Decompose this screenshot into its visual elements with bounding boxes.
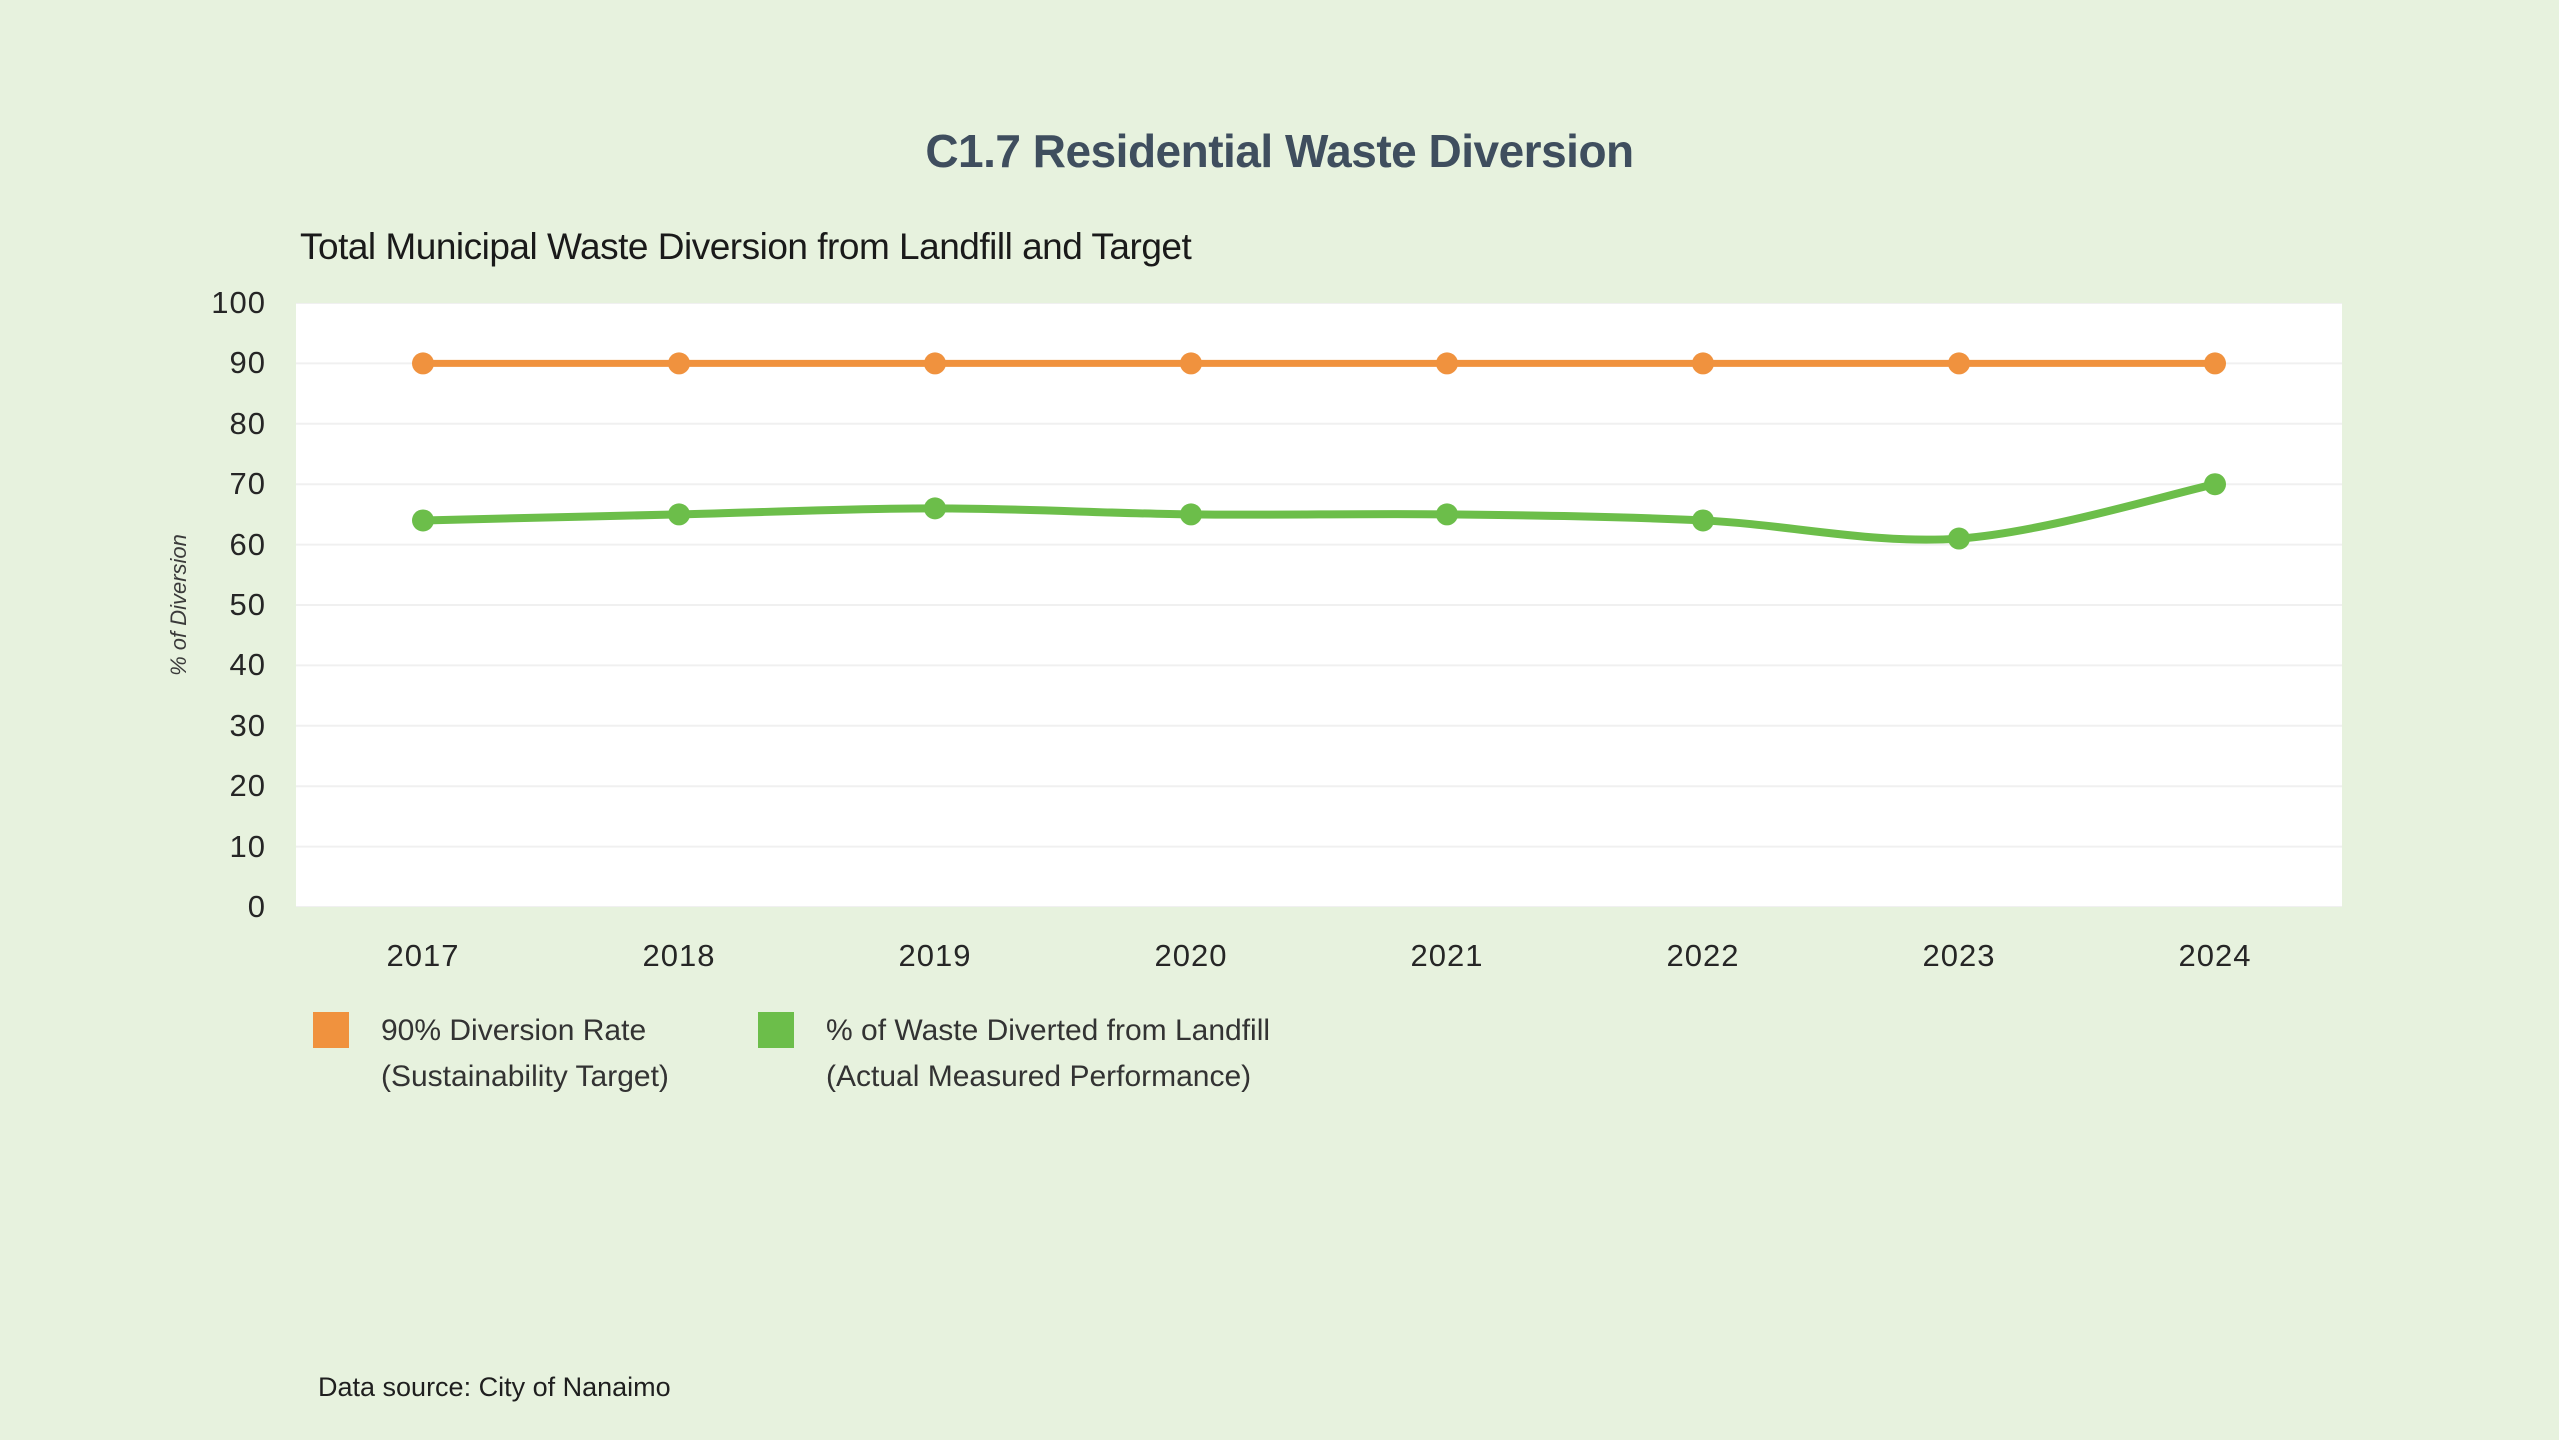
x-tick-label-2024: 2024 xyxy=(2178,938,2252,973)
data-point-target-2019[interactable] xyxy=(924,352,946,375)
y-tick-label-70: 70 xyxy=(229,466,266,502)
x-tick-label-2019: 2019 xyxy=(898,938,972,973)
legend-item-target[interactable]: 90% Diversion Rate (Sustainability Targe… xyxy=(313,1008,669,1100)
series-line-actual xyxy=(422,480,2216,544)
page-title: C1.7 Residential Waste Diversion xyxy=(925,125,1634,177)
data-point-actual-2022[interactable] xyxy=(1692,509,1714,532)
data-point-target-2021[interactable] xyxy=(1436,352,1458,375)
data-point-target-2023[interactable] xyxy=(1948,352,1970,375)
data-point-actual-2021[interactable] xyxy=(1436,503,1458,526)
data-point-actual-2018[interactable] xyxy=(668,503,690,526)
x-tick-label-2017: 2017 xyxy=(386,938,460,973)
legend-swatch-actual xyxy=(758,1012,794,1048)
data-point-target-2020[interactable] xyxy=(1180,352,1202,375)
data-point-target-2022[interactable] xyxy=(1692,352,1714,375)
x-tick-label-2022: 2022 xyxy=(1666,938,1740,973)
x-tick-label-2020: 2020 xyxy=(1154,938,1228,973)
y-tick-label-100: 100 xyxy=(211,285,266,320)
chart-subtitle: Total Municipal Waste Diversion from Lan… xyxy=(300,226,1192,267)
y-tick-label-30: 30 xyxy=(229,707,266,743)
legend-label-target-line2: (Sustainability Target) xyxy=(381,1060,669,1093)
y-tick-label-10: 10 xyxy=(229,828,266,864)
legend-item-actual[interactable]: % of Waste Diverted from Landfill (Actua… xyxy=(758,1008,1270,1100)
plot-area xyxy=(296,303,2342,907)
x-tick-label-2023: 2023 xyxy=(1922,938,1996,973)
y-tick-label-40: 40 xyxy=(229,647,266,683)
data-point-target-2018[interactable] xyxy=(668,352,690,375)
y-tick-label-60: 60 xyxy=(229,526,266,562)
chart-canvas xyxy=(296,303,2342,907)
y-axis-ticks: 0 10 20 30 40 50 60 70 80 90 100 xyxy=(0,0,266,1440)
data-source: Data source: City of Nanaimo xyxy=(318,1372,671,1402)
data-point-target-2024[interactable] xyxy=(2204,352,2226,375)
data-point-actual-2023[interactable] xyxy=(1948,527,1970,550)
x-tick-label-2018: 2018 xyxy=(642,938,716,973)
legend-label-actual: % of Waste Diverted from Landfill (Actua… xyxy=(826,1008,1270,1100)
data-point-target-2017[interactable] xyxy=(412,352,434,375)
legend-label-target-line1: 90% Diversion Rate xyxy=(381,1014,647,1047)
y-tick-label-90: 90 xyxy=(229,345,266,381)
legend-label-target: 90% Diversion Rate (Sustainability Targe… xyxy=(381,1008,669,1100)
legend-swatch-target xyxy=(313,1012,349,1048)
y-tick-label-80: 80 xyxy=(229,405,266,441)
x-tick-label-2021: 2021 xyxy=(1410,938,1484,973)
data-point-actual-2024[interactable] xyxy=(2204,473,2226,496)
legend-label-actual-line1: % of Waste Diverted from Landfill xyxy=(826,1014,1271,1047)
x-axis-ticks: 2017 2018 2019 2020 2021 2022 2023 2024 xyxy=(296,938,2342,978)
y-tick-label-50: 50 xyxy=(229,587,266,622)
data-point-actual-2019[interactable] xyxy=(924,497,946,520)
data-point-actual-2017[interactable] xyxy=(412,509,434,532)
y-tick-label-0: 0 xyxy=(247,889,266,924)
y-tick-label-20: 20 xyxy=(229,768,266,804)
data-point-actual-2020[interactable] xyxy=(1180,503,1202,526)
legend-label-actual-line2: (Actual Measured Performance) xyxy=(826,1060,1252,1093)
